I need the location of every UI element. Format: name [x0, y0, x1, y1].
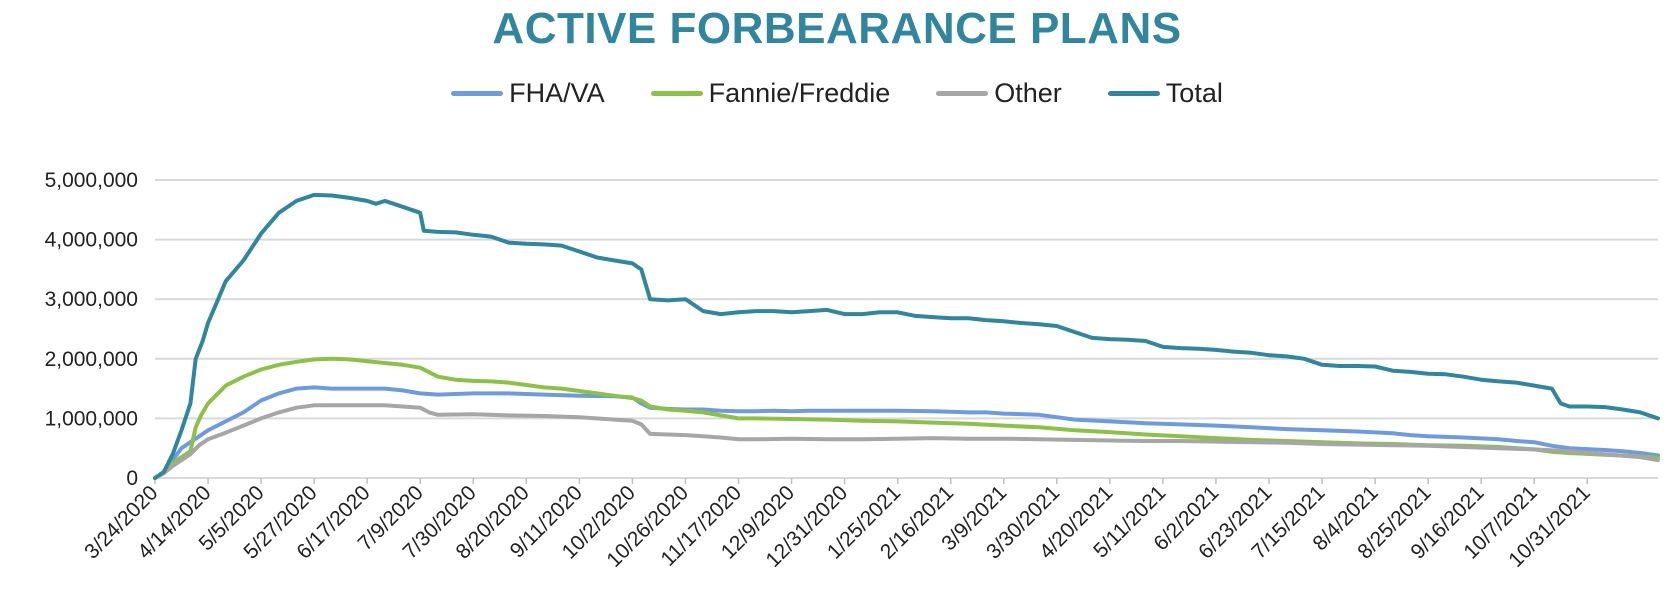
chart-title: ACTIVE FORBEARANCE PLANS: [492, 4, 1182, 53]
y-tick-label: 2,000,000: [45, 348, 138, 371]
legend-swatch-fannie-freddie: [650, 91, 703, 96]
series-line-fha-va: [153, 385, 1660, 480]
series-line-total: [153, 192, 1660, 480]
legend: FHA/VA Fannie/Freddie Other Total: [0, 78, 1674, 109]
legend-swatch-fha-va: [451, 91, 504, 96]
legend-swatch-total: [1107, 91, 1160, 96]
legend-entry-fha-va: FHA/VA: [451, 78, 605, 109]
legend-label-total: Total: [1165, 78, 1223, 108]
y-tick-label: 0: [126, 467, 138, 490]
y-tick-label: 4,000,000: [45, 229, 138, 252]
legend-label-other: Other: [994, 78, 1062, 108]
legend-entry-other: Other: [936, 78, 1062, 109]
legend-swatch-other: [936, 91, 989, 96]
series-line-other: [153, 403, 1660, 480]
y-tick-label: 1,000,000: [45, 407, 138, 430]
legend-entry-total: Total: [1107, 78, 1223, 109]
legend-entry-fannie-freddie: Fannie/Freddie: [650, 78, 891, 109]
legend-label-fha-va: FHA/VA: [509, 78, 605, 108]
legend-label-fannie-freddie: Fannie/Freddie: [708, 78, 891, 108]
y-tick-label: 5,000,000: [45, 169, 138, 192]
y-tick-label: 3,000,000: [45, 288, 138, 311]
